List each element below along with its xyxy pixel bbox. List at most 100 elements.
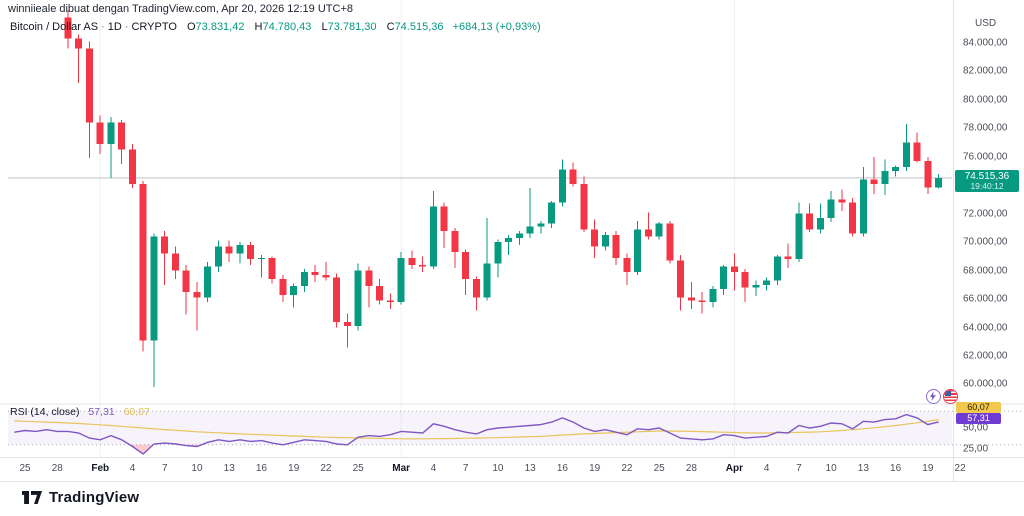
candle-body[interactable] [623, 257, 631, 273]
candle-body[interactable] [913, 142, 921, 162]
candle-body[interactable] [193, 291, 201, 298]
candle-body[interactable] [644, 229, 652, 237]
candle-body[interactable] [96, 122, 104, 144]
candle-body[interactable] [247, 244, 255, 260]
candle-body[interactable] [881, 171, 889, 184]
tradingview-logo[interactable]: TradingView [22, 489, 139, 506]
candle-body[interactable] [558, 169, 566, 203]
candle-body[interactable] [569, 169, 577, 184]
symbol-interval[interactable]: 1D [107, 21, 122, 33]
candle-body[interactable] [322, 274, 330, 278]
candle-body[interactable] [118, 122, 126, 150]
candle-body[interactable] [171, 253, 179, 271]
candle-body[interactable] [655, 223, 663, 237]
time-axis-label: 25 [352, 463, 364, 474]
candle-body[interactable] [333, 277, 341, 322]
candle-body[interactable] [870, 179, 878, 184]
candle-body[interactable] [268, 257, 276, 280]
time-axis[interactable]: 25 28 Feb 4 7 10 13 16 19 22 25 Mar 4 7 10 13 16 19 22 25 28… [0, 458, 1024, 481]
candle-body[interactable] [730, 266, 738, 273]
price-axis-label: 60.000,00 [963, 378, 1008, 390]
price-axis[interactable]: USD 74.515,36 19:40:12 84.000,00 82.000,0… [954, 0, 1024, 481]
candle-body[interactable] [720, 266, 728, 290]
candle-body[interactable] [225, 246, 233, 254]
candle-body[interactable] [107, 122, 115, 144]
candle-body[interactable] [773, 256, 781, 281]
candle-body[interactable] [354, 270, 362, 327]
candle-body[interactable] [376, 286, 384, 301]
candle-body[interactable] [85, 48, 93, 123]
candle-body[interactable] [741, 272, 749, 288]
candle-body[interactable] [548, 202, 556, 224]
candle-body[interactable] [612, 235, 620, 258]
candle-body[interactable] [709, 289, 717, 302]
candle-body[interactable] [150, 236, 158, 341]
candle-body[interactable] [515, 233, 523, 238]
candle-body[interactable] [64, 17, 72, 39]
candle-body[interactable] [698, 300, 706, 302]
candle-body[interactable] [859, 179, 867, 234]
us-flag-icon[interactable] [943, 389, 958, 404]
candle-body[interactable] [483, 263, 491, 298]
candle-body[interactable] [451, 230, 459, 253]
candle-body[interactable] [440, 206, 448, 231]
candle-body[interactable] [75, 38, 83, 49]
time-axis-label: 4 [763, 463, 770, 474]
candle-body[interactable] [763, 280, 771, 285]
candle-body[interactable] [257, 257, 265, 260]
candle-body[interactable] [752, 284, 760, 288]
time-axis-label: 22 [621, 463, 633, 474]
candle-body[interactable] [816, 217, 824, 230]
candle-body[interactable] [311, 272, 319, 275]
candle-body[interactable] [397, 257, 405, 302]
candle-body[interactable] [806, 213, 814, 230]
candle-body[interactable] [526, 226, 534, 234]
candle-body[interactable] [677, 260, 685, 298]
candle-body[interactable] [935, 177, 943, 188]
candle-body[interactable] [795, 213, 803, 260]
candle-body[interactable] [472, 279, 480, 298]
candle-body[interactable] [408, 257, 416, 265]
candle-body[interactable] [161, 236, 169, 254]
candle-body[interactable] [591, 229, 599, 247]
candle-body[interactable] [343, 321, 351, 327]
candle-body[interactable] [505, 237, 513, 243]
candle-body[interactable] [300, 272, 308, 287]
candle-body[interactable] [838, 199, 846, 203]
candle-body[interactable] [634, 229, 642, 273]
candle-body[interactable] [214, 246, 222, 267]
rsi-value: 57,31 [88, 406, 115, 418]
candle-body[interactable] [827, 199, 835, 218]
candle-body[interactable] [902, 142, 910, 167]
candle-body[interactable] [601, 235, 609, 247]
symbol-name[interactable]: Bitcoin / Dollar AS [10, 21, 99, 33]
candle-body[interactable] [580, 183, 588, 230]
candle-body[interactable] [290, 286, 298, 295]
rsi-axis-label: 25,00 [963, 443, 989, 455]
candle-body[interactable] [924, 161, 932, 188]
lightning-icon[interactable] [926, 389, 941, 404]
candle-body[interactable] [849, 202, 857, 234]
candle-body[interactable] [784, 256, 792, 260]
candle-body[interactable] [687, 297, 695, 301]
candle-body[interactable] [666, 223, 674, 261]
candle-body[interactable] [494, 242, 502, 264]
symbol-info-row[interactable]: Bitcoin / Dollar AS · 1D · CRYPTO O73.831,42… [10, 21, 541, 33]
candle-body[interactable] [139, 183, 147, 341]
time-axis-label: 10 [492, 463, 504, 474]
candle-body[interactable] [365, 270, 373, 287]
candle-body[interactable] [386, 300, 394, 302]
candle-body[interactable] [537, 223, 545, 227]
candle-body[interactable] [182, 270, 190, 292]
candle-body[interactable] [429, 206, 437, 267]
candle-body[interactable] [204, 266, 212, 298]
candle-body[interactable] [128, 149, 136, 184]
candle-body[interactable] [279, 279, 287, 295]
candle-body[interactable] [236, 244, 244, 254]
rsi-indicator-header[interactable]: RSI (14, close) 57,31 60,07 [10, 406, 150, 418]
candle-body[interactable] [419, 264, 427, 267]
candle-body[interactable] [462, 252, 470, 280]
rsi-title[interactable]: RSI (14, close) [10, 406, 80, 418]
candle-body[interactable] [892, 166, 900, 172]
